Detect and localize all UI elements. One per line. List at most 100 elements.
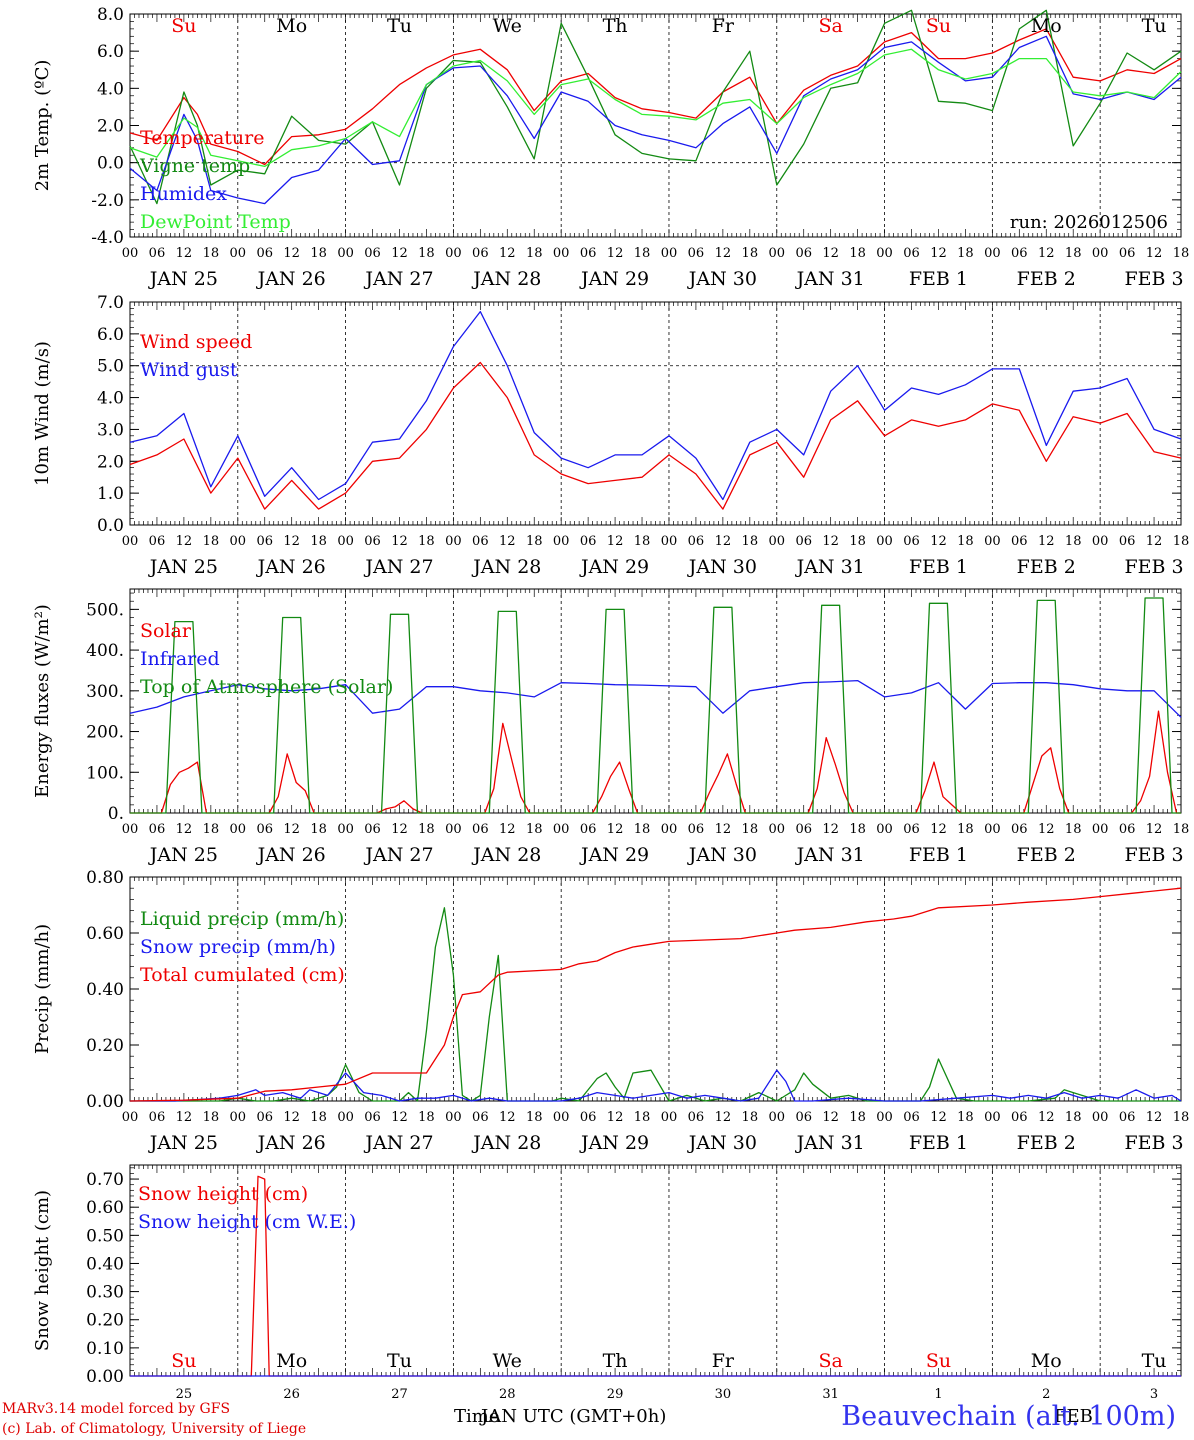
temperature-y-tick-label: -2.0 <box>91 191 124 211</box>
day-number-label: 27 <box>391 1387 408 1402</box>
energy-date-label: FEB 3 <box>1124 844 1183 866</box>
temperature-legend-entry: Humidex <box>140 183 227 205</box>
snow-day-of-week-label: Sa <box>818 1350 842 1372</box>
snow-y-tick-label: 0.40 <box>86 1254 124 1274</box>
day-number-label: 3 <box>1150 1387 1158 1402</box>
x-axis-title: Time <box>454 1406 500 1427</box>
temperature-hour-label: 06 <box>903 246 920 261</box>
precip-hour-label: 06 <box>364 1110 381 1125</box>
precip-hour-label: 00 <box>445 1110 462 1125</box>
wind-series-line <box>129 310 1182 501</box>
wind-hour-label: 12 <box>283 534 300 549</box>
wind-hour-label: 00 <box>445 534 462 549</box>
energy-hour-label: 06 <box>1119 822 1136 837</box>
credit-model: MARv3.14 model forced by GFS <box>2 1401 231 1417</box>
temperature-hour-label: 06 <box>1119 246 1136 261</box>
day-number-label: 1 <box>934 1387 942 1402</box>
temperature-hour-label: 18 <box>1065 246 1082 261</box>
precip-date-label: JAN 28 <box>471 1132 541 1154</box>
snow-day-of-week-label: We <box>493 1350 522 1372</box>
energy-hour-label: 12 <box>1146 822 1163 837</box>
precip-hour-label: 18 <box>203 1110 220 1125</box>
precip-hour-label: 18 <box>742 1110 759 1125</box>
precip-date-label: JAN 25 <box>148 1132 218 1154</box>
energy-hour-label: 00 <box>1092 822 1109 837</box>
wind-date-label: JAN 25 <box>148 556 218 578</box>
snow-y-axis-label: Snow height (cm) <box>32 1190 53 1351</box>
precip-hour-label: 12 <box>930 1110 947 1125</box>
energy-legend-entry: Infrared <box>140 648 220 670</box>
energy-hour-label: 18 <box>849 822 866 837</box>
energy-series-line <box>130 710 1181 814</box>
temperature-hour-label: 12 <box>1146 246 1163 261</box>
snow-legend-entry: Snow height (cm W.E.) <box>138 1211 356 1233</box>
precip-hour-label: 06 <box>580 1110 597 1125</box>
temperature-hour-label: 12 <box>176 246 193 261</box>
energy-date-label: JAN 28 <box>471 844 541 866</box>
precip-hour-label: 12 <box>715 1110 732 1125</box>
precip-hour-label: 18 <box>849 1110 866 1125</box>
energy-date-label: FEB 2 <box>1017 844 1076 866</box>
wind-hour-label: 18 <box>634 534 651 549</box>
wind-y-tick-label: 2.0 <box>97 452 124 472</box>
precip-y-tick-label: 0.40 <box>86 980 124 1000</box>
temperature-run-annotation: run: 2026012506 <box>1010 212 1168 233</box>
precip-y-axis-label: Precip (mm/h) <box>32 924 53 1054</box>
precip-hour-label: 00 <box>1092 1110 1109 1125</box>
snow-y-tick-label: 0.20 <box>86 1311 124 1331</box>
precip-hour-label: 12 <box>822 1110 839 1125</box>
precip-hour-label: 18 <box>1173 1110 1190 1125</box>
wind-date-label: FEB 3 <box>1124 556 1183 578</box>
temperature-y-tick-label: -4.0 <box>91 228 124 248</box>
precip-hour-label: 12 <box>607 1110 624 1125</box>
wind-y-tick-label: 3.0 <box>97 420 124 440</box>
wind-y-tick-label: 7.0 <box>97 293 124 313</box>
temperature-hour-label: 18 <box>634 246 651 261</box>
energy-hour-label: 18 <box>957 822 974 837</box>
temperature-series-line <box>129 28 1182 166</box>
energy-y-tick-label: 400. <box>86 641 124 661</box>
precip-hour-label: 12 <box>283 1110 300 1125</box>
wind-date-label: JAN 30 <box>687 556 757 578</box>
snow-series-line <box>130 1175 1181 1377</box>
precip-y-tick-label: 0.80 <box>86 868 124 888</box>
wind-y-tick-label: 5.0 <box>97 357 124 377</box>
temperature-date-label: FEB 1 <box>909 268 968 290</box>
precip-hour-label: 00 <box>876 1110 893 1125</box>
energy-hour-label: 12 <box>1038 822 1055 837</box>
energy-date-label: JAN 29 <box>579 844 649 866</box>
temperature-date-label: JAN 31 <box>795 268 865 290</box>
temperature-legend-entry: Vigne temp <box>139 155 250 177</box>
day-of-week-label: Th <box>603 15 628 37</box>
temperature-hour-label: 12 <box>930 246 947 261</box>
temperature-y-tick-label: 8.0 <box>97 5 124 25</box>
wind-hour-label: 00 <box>984 534 1001 549</box>
precip-hour-label: 06 <box>472 1110 489 1125</box>
wind-hour-label: 00 <box>230 534 247 549</box>
temperature-hour-label: 00 <box>445 246 462 261</box>
precip-hour-label: 06 <box>688 1110 705 1125</box>
wind-hour-label: 18 <box>203 534 220 549</box>
energy-hour-label: 18 <box>634 822 651 837</box>
energy-hour-label: 06 <box>256 822 273 837</box>
temperature-hour-label: 18 <box>1173 246 1190 261</box>
temperature-hour-label: 18 <box>526 246 543 261</box>
temperature-hour-label: 00 <box>768 246 785 261</box>
precip-series-line <box>130 1069 1182 1102</box>
snow-legend-entry: Snow height (cm) <box>138 1183 308 1205</box>
precip-y-tick-label: 0.00 <box>86 1092 124 1112</box>
temperature-date-label: JAN 29 <box>579 268 649 290</box>
day-number-label: 26 <box>283 1387 300 1402</box>
day-of-week-label: Tu <box>1142 15 1167 37</box>
temperature-hour-label: 12 <box>391 246 408 261</box>
temperature-y-tick-label: 6.0 <box>97 42 124 62</box>
wind-date-label: FEB 2 <box>1017 556 1076 578</box>
temperature-hour-label: 06 <box>795 246 812 261</box>
temperature-hour-label: 00 <box>984 246 1001 261</box>
temperature-hour-label: 06 <box>688 246 705 261</box>
day-of-week-label: We <box>493 15 522 37</box>
precip-date-label: JAN 27 <box>363 1132 433 1154</box>
precip-hour-label: 00 <box>768 1110 785 1125</box>
energy-hour-label: 06 <box>795 822 812 837</box>
